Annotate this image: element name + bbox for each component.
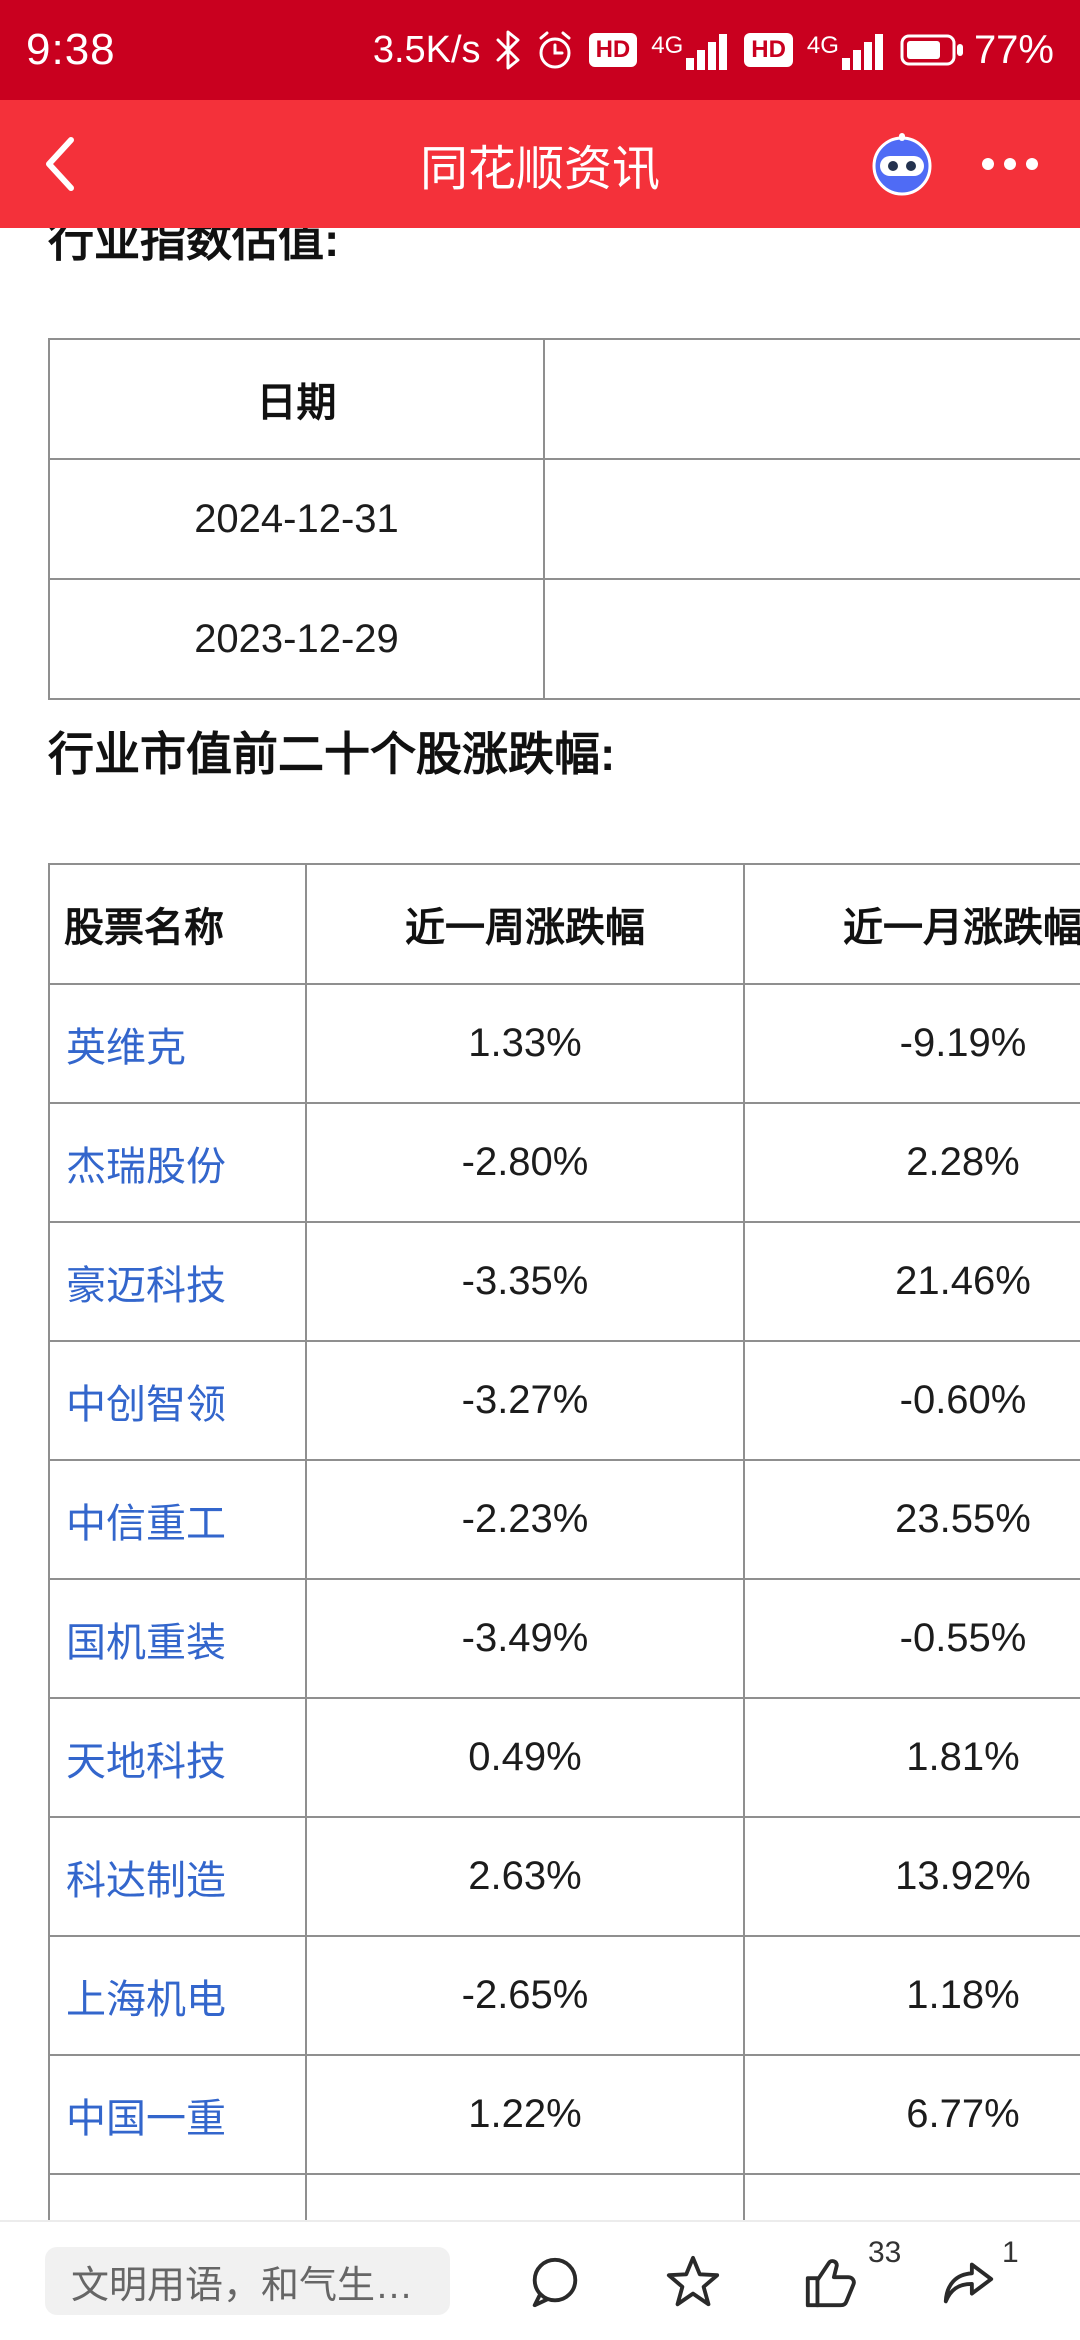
battery-icon: 77% (900, 28, 1054, 73)
more-menu-button[interactable] (976, 100, 1044, 228)
more-icon (982, 158, 994, 170)
month-change: 23.55% (743, 1459, 1080, 1580)
more-icon (1026, 158, 1038, 170)
clock-time: 9:38 (26, 25, 116, 74)
comment-input[interactable]: 文明用语，和气生… (45, 2247, 450, 2315)
4g-signal-icon: 4G (651, 30, 730, 70)
month-change: 1.18% (743, 1935, 1080, 2056)
month-change: 21.46% (743, 1221, 1080, 1342)
stocks-table: 股票名称 近一周涨跌幅 近一月涨跌幅 英维克 1.33% -9.19% 杰瑞股份… (48, 863, 1080, 2235)
month-change: -0.60% (743, 1340, 1080, 1461)
table-row: 中信重工 -2.23% 23.55% (48, 1459, 1080, 1580)
week-change: 2.63% (305, 1816, 745, 1937)
favorite-button[interactable] (661, 2250, 725, 2314)
stock-link[interactable]: 杰瑞股份 (48, 1102, 307, 1223)
valuation-date-cell: 2024-12-31 (48, 458, 545, 580)
robot-icon (868, 130, 936, 198)
month-change: 13.92% (743, 1816, 1080, 1937)
valuation-header-blank (543, 338, 1080, 460)
table-row: 国机重装 -3.49% -0.55% (48, 1578, 1080, 1699)
stocks-heading: 行业市值前二十个股涨跌幅: (48, 728, 616, 780)
share-count: 1 (1002, 2236, 1019, 2269)
back-button[interactable] (0, 100, 120, 228)
month-change: 2.28% (743, 1102, 1080, 1223)
like-button[interactable] (799, 2250, 863, 2314)
valuation-date-cell: 2023-12-29 (48, 578, 545, 700)
week-change: -2.23% (305, 1459, 745, 1580)
week-change: -3.35% (305, 1221, 745, 1342)
stock-link[interactable]: 中国一重 (48, 2054, 307, 2175)
week-change: 1.22% (305, 2054, 745, 2175)
battery-percent: 77% (973, 27, 1054, 72)
month-change: -0.55% (743, 1578, 1080, 1699)
stock-link[interactable]: 英维克 (48, 983, 307, 1104)
week-change: -2.65% (305, 1935, 745, 2056)
valuation-header-date: 日期 (48, 338, 545, 460)
table-row: 豪迈科技 -3.35% 21.46% (48, 1221, 1080, 1342)
bottom-toolbar: 文明用语，和气生… 33 1 (0, 2220, 1080, 2340)
table-row: 杰瑞股份 -2.80% 2.28% (48, 1102, 1080, 1223)
4g-signal-icon: 4G (807, 30, 886, 70)
bluetooth-icon (495, 29, 521, 71)
table-row: 上海机电 -2.65% 1.18% (48, 1935, 1080, 2056)
share-arrow-icon (939, 2253, 997, 2311)
stocks-header-month: 近一月涨跌幅 (743, 863, 1080, 985)
comments-button[interactable] (523, 2250, 587, 2314)
stock-link[interactable]: 中创智领 (48, 1340, 307, 1461)
hd-icon: HD (588, 33, 638, 67)
month-change: -9.19% (743, 983, 1080, 1104)
assistant-button[interactable] (866, 128, 938, 200)
stock-link[interactable]: 天地科技 (48, 1697, 307, 1818)
week-change: -2.80% (305, 1102, 745, 1223)
valuation-table: 日期 2024-12-31 2023-12-29 (48, 338, 1080, 700)
table-row: 天地科技 0.49% 1.81% (48, 1697, 1080, 1818)
more-icon (1004, 158, 1016, 170)
stocks-header-week: 近一周涨跌幅 (305, 863, 745, 985)
week-change: 0.49% (305, 1697, 745, 1818)
stock-link[interactable]: 国机重装 (48, 1578, 307, 1699)
stock-link[interactable]: 上海机电 (48, 1935, 307, 2056)
thumbs-up-icon (802, 2253, 860, 2311)
star-icon (664, 2253, 722, 2311)
table-row: 中国一重 1.22% 6.77% (48, 2054, 1080, 2175)
week-change: -3.49% (305, 1578, 745, 1699)
back-icon (43, 136, 77, 192)
table-row: 科达制造 2.63% 13.92% (48, 1816, 1080, 1937)
stock-link[interactable]: 科达制造 (48, 1816, 307, 1937)
status-icons: 3.5K/s HD 4G HD (373, 28, 1054, 73)
share-button[interactable] (936, 2250, 1000, 2314)
month-change: 6.77% (743, 2054, 1080, 2175)
table-row: 中创智领 -3.27% -0.60% (48, 1340, 1080, 1461)
hd-icon: HD (744, 33, 793, 67)
table-row: 2024-12-31 (48, 458, 1080, 580)
app-header: 同花顺资讯 (0, 100, 1080, 228)
week-change: -3.27% (305, 1340, 745, 1461)
like-count: 33 (868, 2236, 902, 2269)
status-bar: 9:38 3.5K/s HD 4G HD (0, 0, 1080, 100)
stocks-header-name: 股票名称 (48, 863, 307, 985)
table-row: 2023-12-29 (48, 578, 1080, 700)
comment-bubble-icon (526, 2253, 584, 2311)
stock-link[interactable]: 中信重工 (48, 1459, 307, 1580)
alarm-icon (535, 29, 575, 71)
network-speed: 3.5K/s (372, 28, 481, 71)
month-change: 1.81% (743, 1697, 1080, 1818)
stock-link[interactable]: 豪迈科技 (48, 1221, 307, 1342)
week-change: 1.33% (305, 983, 745, 1104)
table-row: 英维克 1.33% -9.19% (48, 983, 1080, 1104)
